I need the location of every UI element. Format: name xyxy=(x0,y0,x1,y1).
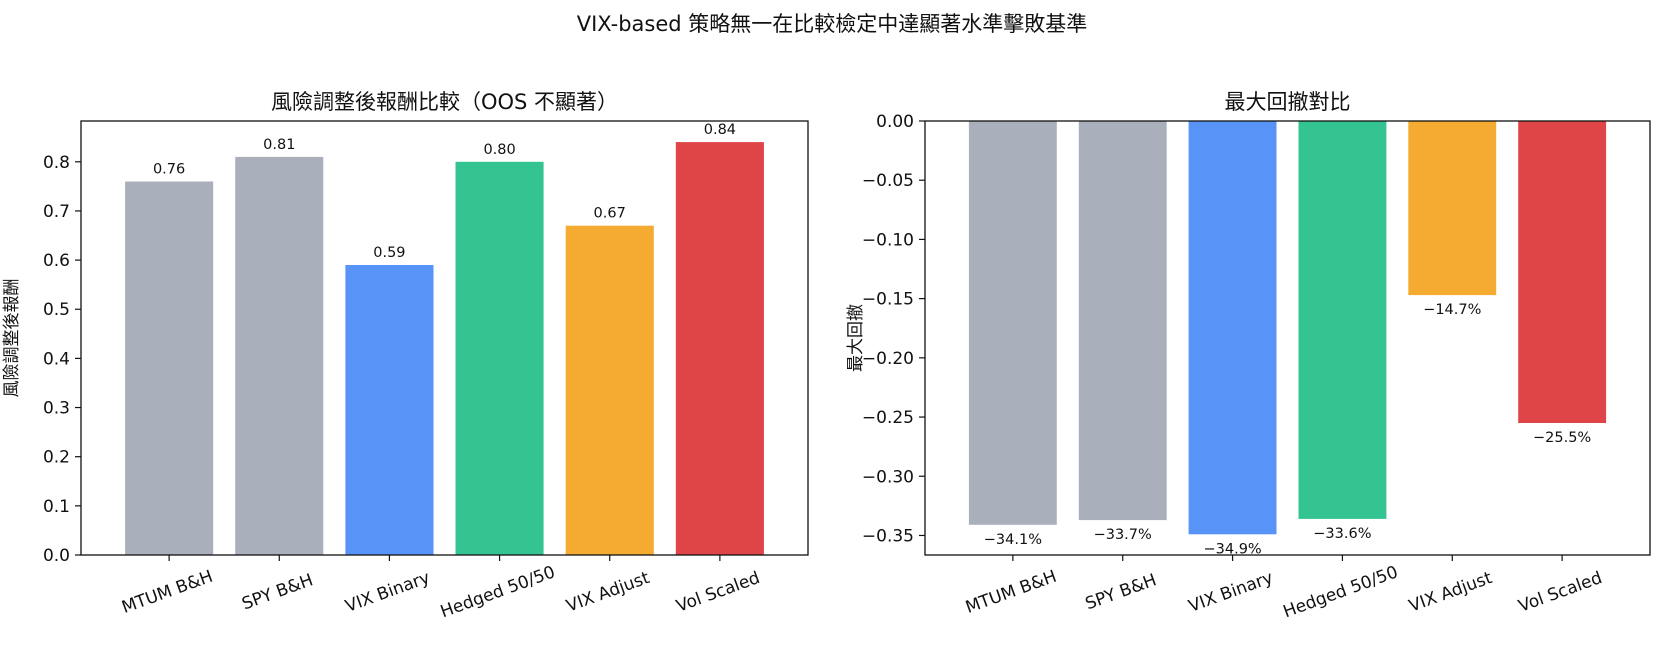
data-label: −25.5% xyxy=(1533,430,1591,446)
bar-hedged-50-50 xyxy=(455,161,544,556)
x-tick-label: VIX Binary xyxy=(1186,568,1276,617)
x-tick-label: Hedged 50/50 xyxy=(1281,562,1401,622)
x-tick-label: VIX Adjust xyxy=(1406,568,1495,617)
y-tick-label: −0.30 xyxy=(862,467,914,487)
data-label: 0.80 xyxy=(483,142,515,158)
data-label: 0.59 xyxy=(373,245,405,261)
data-label: −34.1% xyxy=(984,532,1042,548)
data-label: −14.7% xyxy=(1423,302,1481,318)
axes-frame xyxy=(80,120,809,556)
chart-title: 最大回撤對比 xyxy=(1225,90,1351,114)
chart-panel-2: −34.1% −33.7% −34.9% −33.6% −14.7% −25.5% 0.00… xyxy=(846,90,1651,622)
data-label: 0.76 xyxy=(153,162,185,178)
x-tick-label: MTUM B&H xyxy=(963,567,1059,618)
y-axis-label: 最大回撤 xyxy=(846,304,866,372)
y-tick-label: 0.7 xyxy=(43,202,70,222)
chart-panel-1: 0.76 0.81 0.59 0.80 0.67 0.84 0.0 0.1 0.2 0.3 0.4 0… xyxy=(2,90,809,622)
bar-hedged-50-50 xyxy=(1298,121,1387,519)
bar-spy-b-h xyxy=(1078,121,1167,521)
bar-mtum-b-h xyxy=(968,121,1057,525)
y-tick-label: 0.6 xyxy=(43,251,70,271)
data-label: 0.84 xyxy=(704,122,736,138)
y-axis-label: 風險調整後報酬 xyxy=(2,279,22,398)
chart-title: 風險調整後報酬比較（OOS 不顯著） xyxy=(271,90,618,114)
x-tick-label: Vol Scaled xyxy=(1516,568,1605,617)
y-tick-label: 0.8 xyxy=(43,153,70,173)
y-tick-label: 0.3 xyxy=(43,399,70,419)
y-tick-label: −0.20 xyxy=(862,349,914,369)
y-tick-label: −0.15 xyxy=(862,290,914,310)
y-tick-label: 0.0 xyxy=(43,546,70,566)
bar-mtum-b-h xyxy=(125,181,214,555)
x-tick-label: VIX Binary xyxy=(343,568,433,617)
bar-vix-binary xyxy=(1188,121,1277,535)
y-tick-label: −0.10 xyxy=(862,230,914,250)
bar-spy-b-h xyxy=(235,156,324,555)
x-tick-label: MTUM B&H xyxy=(119,567,215,618)
axes-frame xyxy=(924,120,1651,556)
data-label: −33.6% xyxy=(1313,526,1371,542)
figure-suptitle: VIX-based 策略無一在比較檢定中達顯著水準擊敗基準 xyxy=(577,12,1088,36)
x-tick-label: Hedged 50/50 xyxy=(438,562,558,622)
y-tick-label: 0.00 xyxy=(876,112,914,132)
y-tick-label: 0.2 xyxy=(43,448,70,468)
x-tick-label: SPY B&H xyxy=(239,570,316,614)
bar-vix-adjust xyxy=(565,225,654,555)
bar-vix-adjust xyxy=(1408,121,1497,296)
data-label: 0.67 xyxy=(594,206,626,222)
bar-vol-scaled xyxy=(1518,121,1607,423)
data-label: 0.81 xyxy=(263,137,295,153)
x-tick-label: Vol Scaled xyxy=(674,568,763,617)
data-label: −34.9% xyxy=(1203,541,1261,557)
y-tick-label: −0.05 xyxy=(862,171,914,191)
y-tick-label: −0.35 xyxy=(862,527,914,547)
bar-vol-scaled xyxy=(675,142,764,555)
x-tick-label: VIX Adjust xyxy=(564,568,653,617)
y-tick-label: 0.4 xyxy=(43,349,70,369)
data-label: −33.7% xyxy=(1094,527,1152,543)
bar-vix-binary xyxy=(345,265,434,555)
y-tick-label: 0.1 xyxy=(43,497,70,517)
x-tick-label: SPY B&H xyxy=(1083,570,1160,614)
y-tick-label: 0.5 xyxy=(43,300,70,320)
y-tick-label: −0.25 xyxy=(862,408,914,428)
